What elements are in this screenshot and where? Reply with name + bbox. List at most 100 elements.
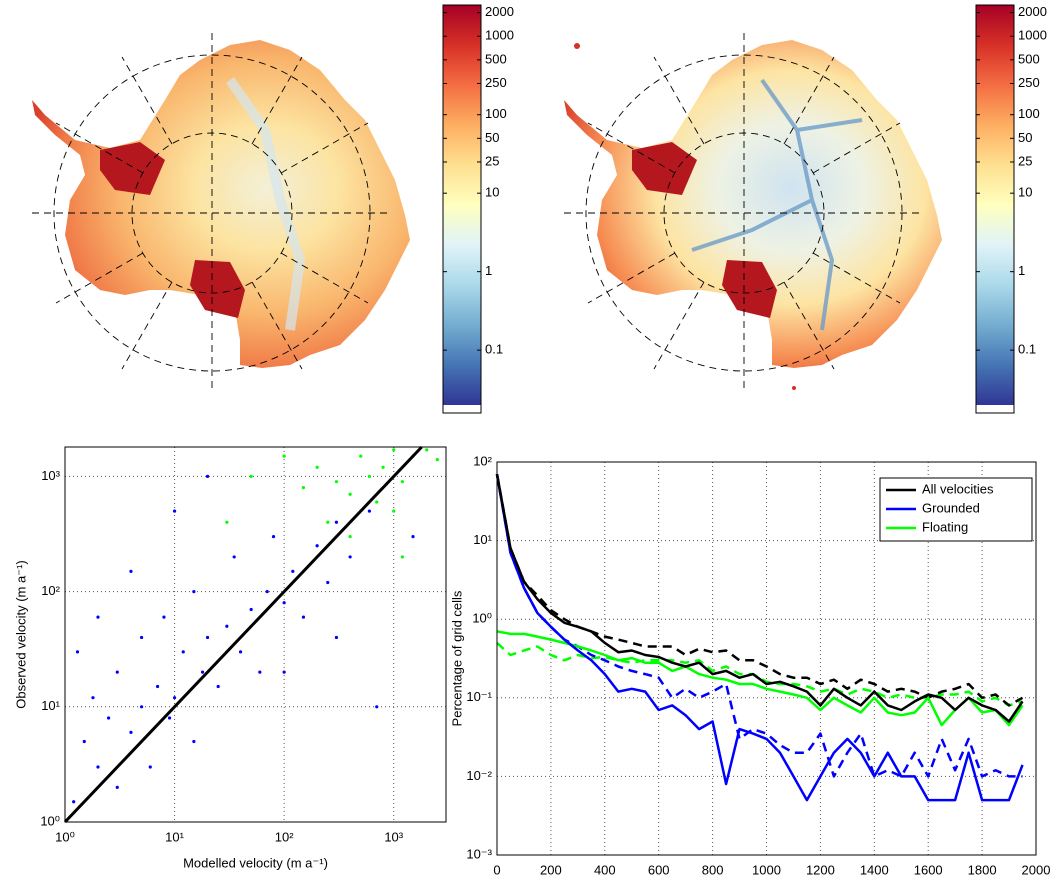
colorbar-tick-label: 50 (1018, 130, 1032, 145)
x-tick-label: 2000 (1022, 862, 1051, 877)
scatter-point (82, 739, 86, 744)
scatter-point (162, 615, 166, 619)
scatter-point (249, 474, 253, 479)
x-tick-label: 800 (702, 862, 724, 877)
island (574, 43, 580, 49)
ice-shelf (190, 260, 245, 318)
x-tick-label: 1000 (752, 862, 781, 877)
ice-shelf (722, 260, 777, 318)
scatter-point (334, 520, 339, 524)
x-tick-label: 1400 (860, 862, 889, 877)
y-tick-label: 10¹ (41, 698, 60, 713)
colorbar-tick-label: 2000 (1018, 4, 1047, 19)
x-tick-label: 1600 (914, 862, 943, 877)
colorbar-tick-label: 10 (485, 185, 499, 200)
scatter-point (249, 607, 253, 612)
scatter-point (282, 670, 286, 674)
y-tick-label: 10⁻³ (466, 846, 492, 861)
scatter-point (192, 739, 196, 744)
colorbar-tick-label: 250 (485, 75, 507, 90)
x-tick-label: 600 (648, 862, 670, 877)
x-tick-label: 0 (493, 862, 500, 877)
legend-label: All velocities (922, 481, 994, 496)
scatter-point (115, 785, 119, 789)
scatter-point (282, 601, 286, 605)
scatter-point (172, 509, 177, 513)
scatter-point (375, 705, 379, 709)
scatter-point (400, 480, 404, 484)
scatter-point (115, 670, 119, 674)
x-axis-label: Modelled velocity (m a⁻¹) (183, 855, 328, 870)
colorbar-tick-label: 1 (485, 263, 492, 278)
scatter-point (392, 448, 396, 452)
scatter-point (392, 509, 396, 513)
colorbar-tick-label: 2000 (485, 4, 514, 19)
series-line (495, 473, 1023, 778)
y-axis-label: Percentage of grid cells (449, 590, 464, 726)
scatter-point (367, 509, 372, 513)
colorbar (443, 5, 481, 405)
scatter-point (156, 684, 160, 689)
scatter-point (181, 650, 185, 654)
colorbar-frame (442, 4, 482, 414)
y-tick-label: 10⁰ (40, 813, 60, 828)
scatter-point (348, 492, 352, 496)
y-tick-label: 10⁰ (472, 611, 492, 626)
scatter-point (192, 590, 196, 594)
scatter-point (129, 569, 133, 573)
colorbar-tick-label: 0.1 (1018, 342, 1036, 357)
scatter-point (326, 520, 330, 524)
meridians (564, 33, 924, 393)
scatter-point (225, 520, 229, 524)
scatter-point (348, 535, 352, 539)
series-line (495, 473, 1024, 802)
colorbar-tick-label: 100 (1018, 106, 1040, 121)
colorbar-tick-label: 1000 (1018, 28, 1047, 43)
scatter-point (258, 670, 262, 674)
scatter-point (291, 569, 295, 573)
colorbar-tick-label: 100 (485, 106, 507, 121)
legend-label: Floating (922, 519, 968, 534)
y-tick-label: 10² (41, 583, 60, 598)
y-tick-label: 10² (473, 453, 492, 468)
axes-frame (64, 446, 447, 823)
legend-label: Grounded (922, 500, 980, 515)
continent (32, 40, 410, 368)
ice-shelf (100, 142, 165, 195)
scatter-point (334, 635, 339, 640)
scatter-point (129, 730, 133, 734)
colorbar-tick-label: 1 (1018, 263, 1025, 278)
x-tick-label: 10³ (384, 829, 403, 844)
colorbar-tick-label: 500 (1018, 51, 1040, 66)
scatter-point (200, 670, 205, 674)
scatter-point (75, 650, 80, 654)
scatter-point (205, 635, 210, 640)
scatter-point (315, 465, 319, 469)
x-tick-label: 1800 (968, 862, 997, 877)
scatter-point (315, 544, 319, 548)
one-to-one-line (63, 445, 423, 824)
y-tick-label: 10⁻² (466, 768, 492, 783)
scatter-point (96, 615, 100, 619)
scatter-point (139, 635, 144, 640)
y-tick-label: 10³ (41, 468, 60, 483)
ice-shelf (632, 142, 697, 195)
scatter-point (96, 765, 100, 769)
colorbar-tick-label: 500 (485, 51, 507, 66)
scatter-point (232, 555, 236, 559)
axes-frame (496, 461, 1037, 856)
colorbar-tick-label: 0.1 (485, 342, 503, 357)
scatter-point (238, 650, 243, 654)
x-tick-label: 10⁰ (55, 829, 75, 844)
scatter-point (107, 716, 111, 720)
colorbar-tick-label: 10 (1018, 185, 1032, 200)
scatter-point (381, 465, 385, 469)
scatter-point (435, 457, 439, 462)
scatter-point (400, 555, 404, 559)
scatter-point (172, 696, 177, 700)
scatter-point (348, 555, 352, 559)
scatter-point (148, 765, 152, 769)
x-tick-label: 400 (594, 862, 616, 877)
scatter-point (271, 535, 276, 539)
scatter-point (282, 454, 286, 458)
